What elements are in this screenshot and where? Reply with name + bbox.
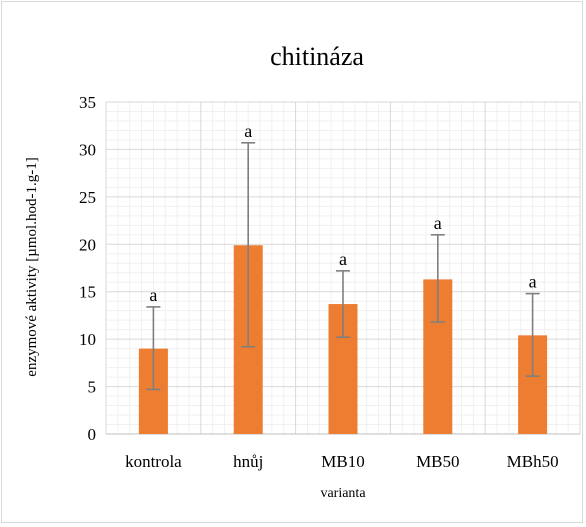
y-tick-label: 25 xyxy=(79,188,96,207)
x-tick-label: kontrola xyxy=(125,452,182,471)
x-tick-label: MBh50 xyxy=(507,452,559,471)
text-layer: 0 5 10 15 20 25 30 35 a kontrola a hnůj a MB10 a MB50 a M… xyxy=(79,93,559,471)
bar-layer xyxy=(138,245,548,434)
y-tick-label: 10 xyxy=(79,330,96,349)
y-axis-title: enzymové aktivity [µmol.hod-1.g-1] xyxy=(24,157,40,376)
y-tick-label: 5 xyxy=(88,378,97,397)
x-tick-label: MB10 xyxy=(321,452,364,471)
x-tick-label: hnůj xyxy=(233,452,263,471)
x-axis-title: varianta xyxy=(320,486,366,501)
chart-title: chitináza xyxy=(270,42,364,71)
y-tick-label: 35 xyxy=(79,93,96,112)
x-tick-label: MB50 xyxy=(416,452,459,471)
significance-label: a xyxy=(339,249,347,269)
y-tick-label: 30 xyxy=(79,140,96,159)
significance-label: a xyxy=(434,213,442,233)
y-tick-label: 0 xyxy=(88,425,97,444)
y-tick-label: 15 xyxy=(79,283,96,302)
error-bar-layer xyxy=(146,141,540,391)
significance-label: a xyxy=(244,121,252,141)
significance-label: a xyxy=(529,272,537,292)
y-tick-label: 20 xyxy=(79,235,96,254)
significance-label: a xyxy=(149,285,157,305)
